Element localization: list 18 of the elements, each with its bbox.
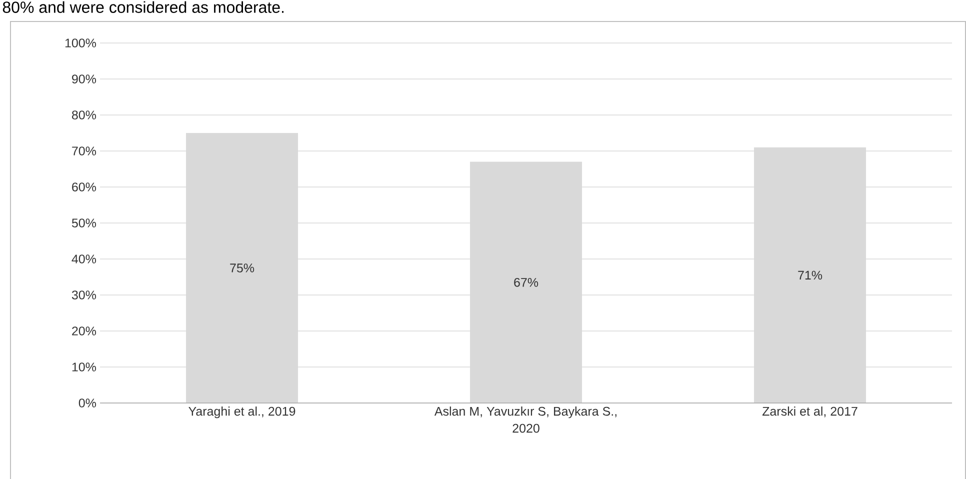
x-tick-label: Yaraghi et al., 2019 [188,406,296,418]
y-tick-label: 50% [72,218,96,228]
y-tick-label: 10% [72,362,96,372]
text: 80% and were considered as moderate. [2,1,284,13]
y-tick-label: 0% [78,398,96,408]
y-tick-label: 60% [72,182,96,192]
data-label: 75% [230,264,254,272]
y-tick-label: 70% [72,146,96,156]
data-label: 67% [514,278,538,287]
y-tick-label: 30% [72,290,96,300]
data-label: 71% [798,270,822,280]
y-tick-label: 20% [72,326,96,336]
y-tick-label: 100% [65,38,96,48]
y-tick-label: 80% [72,110,96,120]
y-tick-label: 40% [72,254,96,264]
x-tick-label: Aslan M, Yavuzkır S, Baykara S., 2020 [434,406,616,433]
x-tick-label: Zarski et al, 2017 [762,406,858,418]
y-tick-label: 90% [72,74,96,84]
